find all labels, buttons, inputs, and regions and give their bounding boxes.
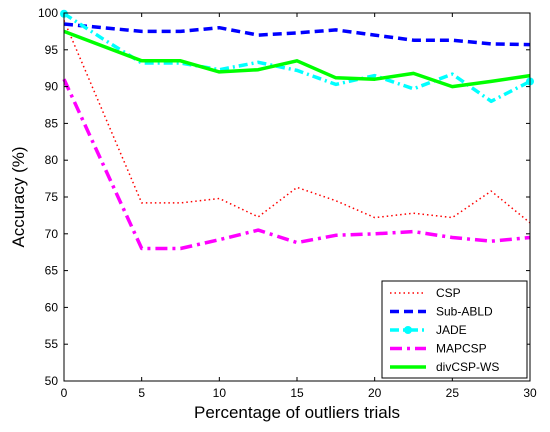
x-tick-label: 20 [368, 386, 382, 400]
x-tick-label: 5 [138, 386, 145, 400]
x-axis-label: Percentage of outliers trials [194, 403, 400, 422]
y-tick-label: 75 [45, 190, 59, 204]
series-line-jade [63, 12, 531, 104]
x-tick-label: 25 [446, 386, 460, 400]
y-tick-label: 65 [45, 264, 59, 278]
x-tick-label: 0 [61, 386, 68, 400]
legend-label: MAPCSP [436, 342, 487, 356]
y-tick-label: 55 [45, 337, 59, 351]
y-tick-label: 70 [45, 227, 59, 241]
legend: CSP Sub-ABLD JADE MAPCSP divCSP-WS [381, 280, 528, 379]
legend-label: Sub-ABLD [436, 305, 493, 319]
series-line-sub-abld [63, 22, 531, 47]
plot-lines [60, 9, 534, 251]
x-tick-label: 10 [213, 386, 227, 400]
y-tick-label: 80 [45, 153, 59, 167]
y-tick-label: 60 [45, 300, 59, 314]
series-line-divcsp-ws [63, 29, 531, 89]
y-tick-label: 100 [38, 6, 58, 20]
y-tick-label: 90 [45, 80, 59, 94]
legend-label: JADE [436, 323, 467, 337]
y-axis-label: Accuracy (%) [9, 146, 28, 247]
legend-marker [404, 326, 412, 334]
x-tick-label: 30 [523, 386, 537, 400]
series-line-csp [63, 20, 531, 224]
y-tick-label: 95 [45, 43, 59, 57]
x-tick-label: 15 [290, 386, 304, 400]
legend-label: CSP [436, 286, 461, 300]
y-tick-label: 85 [45, 116, 59, 130]
y-tick-label: 50 [45, 374, 59, 388]
series-line-mapcsp [62, 78, 531, 251]
legend-label: divCSP-WS [436, 360, 499, 374]
